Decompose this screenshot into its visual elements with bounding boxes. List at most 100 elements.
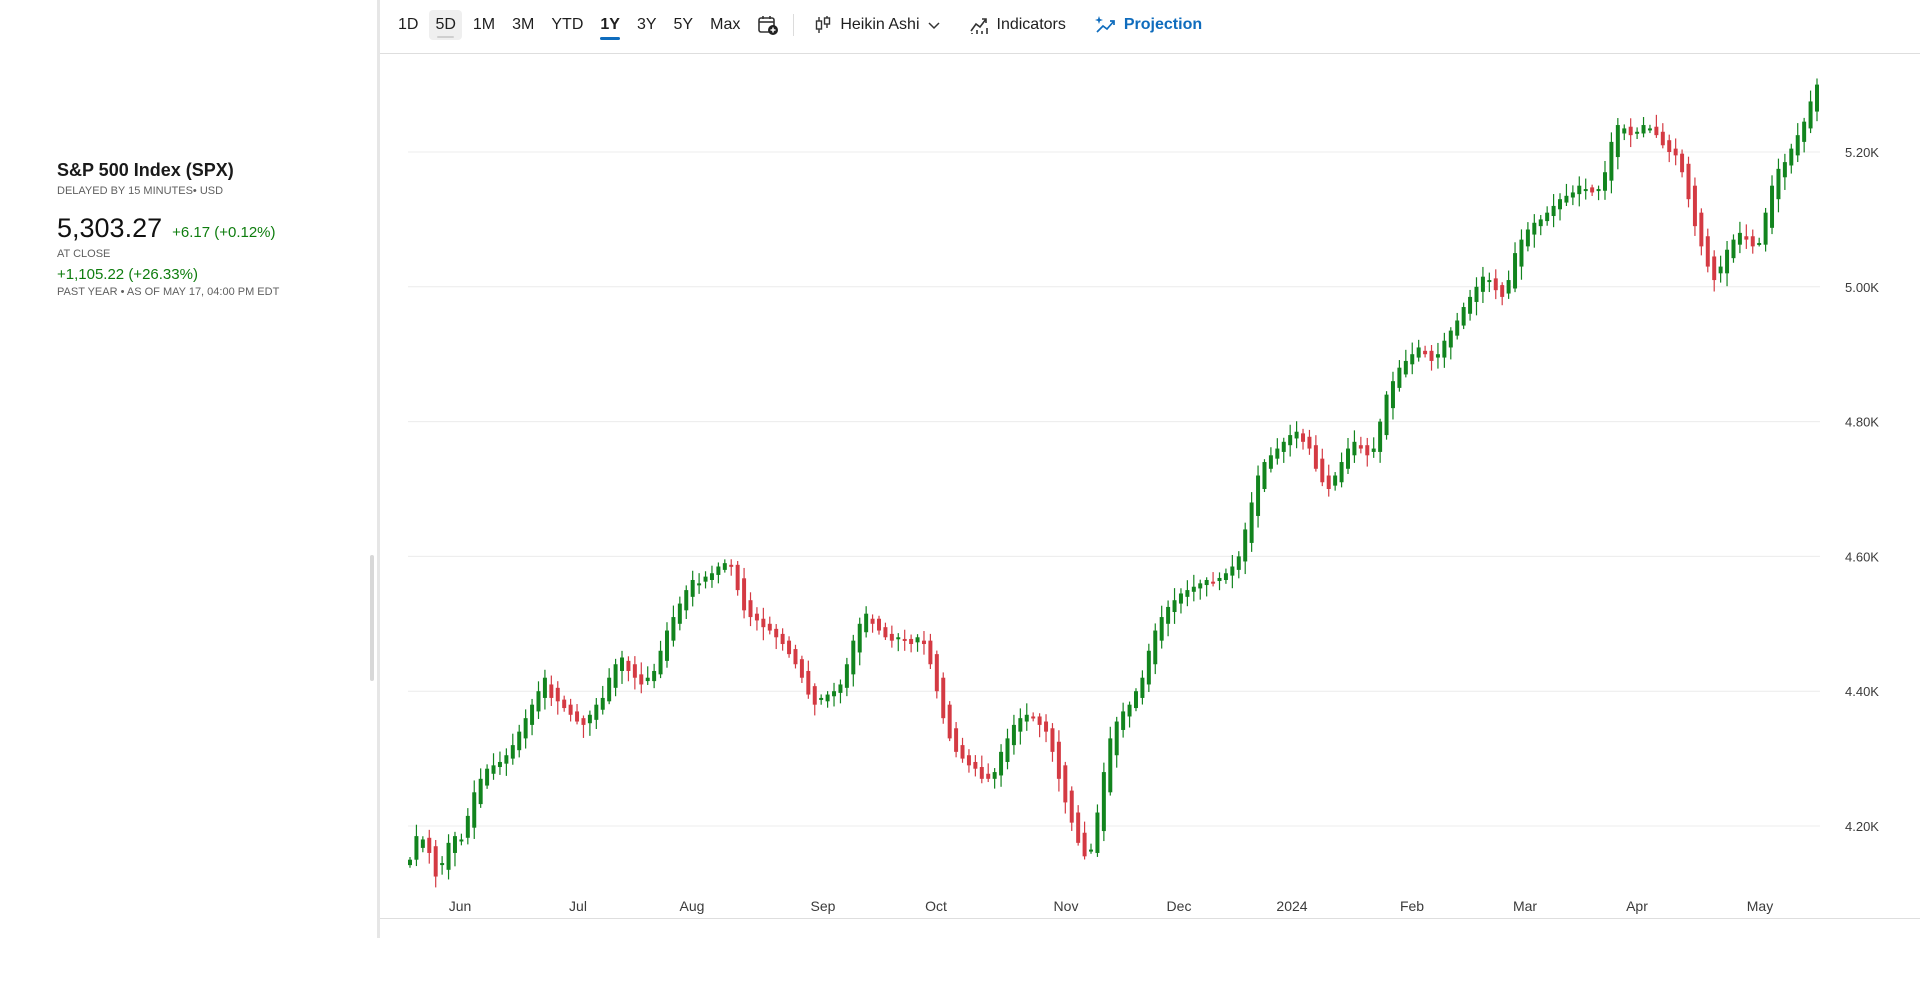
x-tick-label: Jul	[569, 898, 587, 914]
candle-body	[1468, 296, 1473, 314]
candle-body	[485, 768, 490, 786]
sparkle-trend-icon	[1094, 16, 1115, 33]
indicators-label: Indicators	[996, 16, 1066, 33]
candle	[1615, 118, 1620, 170]
candle-body	[517, 731, 522, 751]
candle	[1493, 269, 1498, 300]
candle	[1172, 588, 1177, 624]
candle	[1705, 228, 1710, 273]
candle	[658, 640, 663, 679]
candle	[1815, 78, 1819, 122]
candle-body	[433, 846, 438, 877]
candle-body	[1397, 367, 1402, 388]
candle	[1487, 272, 1492, 293]
price-chart[interactable]: 4.20K 4.40K 4.60K 4.80K 5.00K 5.20K Jun Jul Aug S…	[380, 54, 1920, 920]
candle-body	[1737, 232, 1742, 245]
candle	[774, 624, 779, 650]
candle	[819, 694, 824, 705]
candle-body	[1789, 148, 1794, 166]
candle	[832, 682, 837, 707]
projection-button[interactable]: Projection	[1094, 15, 1202, 35]
candle	[420, 836, 425, 853]
timeframe-1d[interactable]: 1D	[398, 16, 419, 33]
candle	[1789, 143, 1794, 174]
timeframe-1y[interactable]: 1Y	[594, 10, 626, 40]
candle-body	[780, 633, 785, 645]
indicators-button[interactable]: Indicators	[969, 15, 1066, 35]
candle	[575, 704, 580, 725]
candle-body	[1500, 285, 1505, 297]
candle	[1519, 229, 1524, 280]
candle-body	[1384, 394, 1389, 436]
candle-body	[1525, 229, 1530, 247]
candle-body	[877, 618, 881, 631]
candle-body	[1705, 236, 1710, 267]
candle-body	[966, 755, 971, 766]
candle	[1236, 551, 1241, 579]
candle	[1461, 302, 1466, 330]
candle	[1204, 577, 1209, 597]
candle-body	[1031, 716, 1036, 719]
timeframe-max[interactable]: Max	[710, 16, 741, 33]
candle-body	[472, 792, 477, 828]
index-title: S&P 500 Index (SPX)	[57, 160, 234, 180]
candle	[851, 634, 856, 687]
panel-scrollbar[interactable]	[370, 555, 374, 681]
candle-body	[806, 670, 811, 695]
candle	[530, 698, 535, 736]
candle-body	[504, 755, 509, 764]
candle	[478, 768, 483, 808]
candle	[1320, 448, 1325, 487]
chart-type-dropdown[interactable]: Heikin Ashi	[814, 15, 940, 35]
chart-area[interactable]: 4.20K 4.40K 4.60K 4.80K 5.00K 5.20K Jun Jul Aug S…	[380, 53, 1920, 920]
candle	[1725, 240, 1730, 287]
candle	[1256, 465, 1261, 528]
timeframe-3m[interactable]: 3M	[512, 16, 535, 33]
candle	[1185, 580, 1190, 607]
candle-body	[1236, 556, 1241, 570]
candle-body	[819, 697, 824, 700]
candle	[536, 681, 541, 719]
candle	[1063, 761, 1068, 814]
timeframe-5y[interactable]: 5Y	[673, 16, 694, 33]
candle-body	[1146, 650, 1151, 685]
candle-body	[420, 839, 425, 848]
candle	[1570, 185, 1575, 206]
candle	[915, 634, 920, 652]
candle-body	[1390, 381, 1395, 409]
candle-body	[1050, 728, 1055, 752]
candle	[864, 606, 869, 638]
chevron-down-icon	[927, 22, 940, 30]
candle-body	[542, 677, 547, 698]
candle-body	[1101, 772, 1106, 832]
timeframe-ytd[interactable]: YTD	[551, 16, 584, 33]
x-tick-label: Feb	[1400, 898, 1424, 914]
custom-range-button[interactable]	[757, 14, 779, 36]
candle-body	[562, 699, 567, 709]
timeframe-3y[interactable]: 3Y	[636, 16, 657, 33]
candle	[1346, 437, 1350, 475]
panel-divider	[377, 0, 380, 938]
candle-body	[812, 686, 817, 705]
timeframe-1m[interactable]: 1M	[472, 16, 496, 33]
x-axis: Jun Jul Aug Sep Oct Nov Dec 2024 Feb Mar Apr May	[449, 898, 1774, 914]
candle	[1384, 391, 1389, 440]
timeframe-5d[interactable]: 5D	[429, 10, 462, 40]
candle-body	[729, 564, 734, 567]
candle-body	[934, 654, 939, 692]
candle	[1294, 421, 1299, 449]
candle-body	[427, 837, 432, 853]
candle-body	[774, 628, 779, 638]
candle	[806, 660, 811, 699]
candle-body	[446, 842, 451, 870]
candle	[1403, 349, 1408, 378]
candle-body	[973, 761, 978, 769]
candle-body	[1628, 126, 1633, 136]
x-tick-label: Nov	[1054, 898, 1079, 914]
candle-body	[735, 564, 740, 591]
candle	[941, 672, 946, 724]
candle	[767, 616, 772, 635]
candle-body	[1660, 131, 1665, 146]
candle-body	[1056, 741, 1061, 779]
price-row: 5,303.27 +6.17 (+0.12%)	[57, 213, 357, 244]
